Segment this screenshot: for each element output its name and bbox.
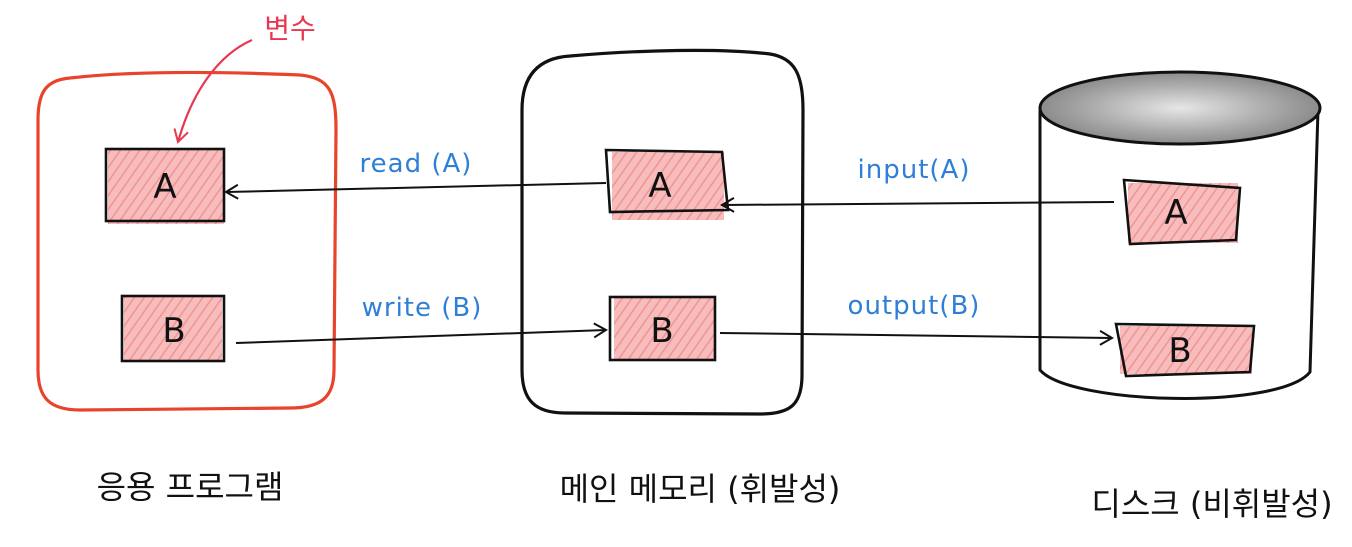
variable-a-box: A xyxy=(104,147,226,224)
memory-block-b-label: B xyxy=(650,311,673,351)
variable-b-label: B xyxy=(162,311,185,351)
disk-body xyxy=(1038,109,1320,400)
memory-block-a: A xyxy=(604,148,730,220)
write-arrow-group: write (B) xyxy=(235,293,608,344)
variable-annotation: 변수 xyxy=(173,12,316,144)
disk-top xyxy=(1038,70,1322,146)
variable-annotation-arrow xyxy=(173,38,253,144)
disk-caption: 디스크 (비휘발성) xyxy=(1091,485,1332,523)
variable-a-label: A xyxy=(153,167,176,207)
disk-block-a: A xyxy=(1122,178,1242,246)
memory-block-a-label: A xyxy=(648,166,671,206)
output-arrow-label: output(B) xyxy=(848,291,981,321)
variable-annotation-label: 변수 xyxy=(264,12,316,45)
disk: A B 디스크 (비휘발성) xyxy=(1038,70,1333,523)
read-arrow xyxy=(224,182,607,200)
read-arrow-label: read (A) xyxy=(360,149,473,179)
output-arrow-group: output(B) xyxy=(719,291,1114,346)
input-arrow-label: input(A) xyxy=(858,155,971,185)
memory-border xyxy=(520,48,805,416)
main-memory: A B 메인 메모리 (휘발성) xyxy=(520,48,841,508)
memory-block-b: B xyxy=(608,295,717,362)
input-arrow-group: input(A) xyxy=(720,155,1115,213)
disk-block-a-label: A xyxy=(1164,193,1187,233)
disk-block-b: B xyxy=(1114,322,1256,378)
variable-b-box: B xyxy=(120,294,226,363)
application-program: A B 응용 프로그램 xyxy=(36,70,338,506)
disk-block-b-label: B xyxy=(1168,331,1191,371)
write-arrow-label: write (B) xyxy=(362,293,483,323)
memory-caption: 메인 메모리 (휘발성) xyxy=(560,470,841,508)
write-arrow xyxy=(235,322,608,344)
application-caption: 응용 프로그램 xyxy=(97,468,284,506)
output-arrow xyxy=(719,329,1114,346)
read-arrow-group: read (A) xyxy=(224,149,607,200)
application-border xyxy=(36,70,338,412)
input-arrow xyxy=(720,197,1115,213)
